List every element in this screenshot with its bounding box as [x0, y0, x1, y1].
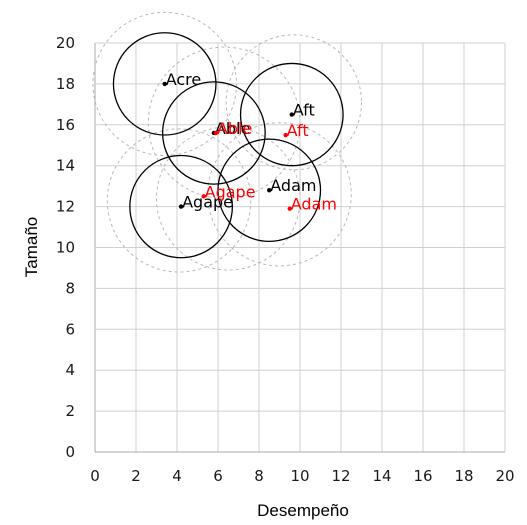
data-point-red — [213, 130, 219, 136]
x-tick-label: 0 — [90, 467, 100, 485]
size-circle — [161, 81, 266, 185]
data-point — [267, 188, 272, 193]
x-tick-label: 4 — [172, 467, 182, 485]
size-circle — [217, 138, 322, 243]
data-point — [178, 204, 184, 209]
x-tick-label: 20 — [495, 467, 514, 485]
y-tick-label: 14 — [56, 157, 75, 175]
size-circle — [239, 62, 344, 167]
dashed-ring — [207, 122, 352, 267]
point-label-red: Aft — [287, 121, 309, 140]
dashed-rings — [92, 11, 363, 273]
y-tick-label: 10 — [56, 239, 75, 257]
point-label: Adam — [270, 176, 316, 195]
x-tick-label: 10 — [290, 467, 309, 485]
data-point-red — [287, 206, 292, 211]
x-tick-label: 16 — [413, 467, 432, 485]
y-tick-label: 0 — [65, 443, 75, 461]
dashed-ring — [225, 34, 363, 171]
y-tick-label: 18 — [56, 75, 75, 93]
point-label: Able — [215, 119, 250, 138]
data-point-red — [201, 194, 206, 199]
y-tick-label: 16 — [56, 116, 75, 134]
y-tick-label: 8 — [65, 279, 75, 297]
data-point — [289, 112, 294, 117]
data-point-red — [283, 132, 288, 138]
point-label-red: Adam — [291, 195, 337, 214]
y-tick-label: 2 — [65, 402, 75, 420]
point-label-red: Agape — [205, 182, 256, 201]
x-tick-label: 6 — [213, 467, 223, 485]
y-tick-label: 20 — [56, 34, 75, 52]
x-tick-label: 2 — [131, 467, 141, 485]
x-tick-label: 14 — [372, 467, 391, 485]
size-circles — [112, 32, 344, 259]
dashed-ring — [106, 128, 252, 273]
x-tick-label: 12 — [331, 467, 350, 485]
dashed-ring — [147, 46, 301, 199]
size-circle — [129, 154, 234, 259]
y-axis-title: Tamaño — [22, 217, 41, 277]
point-label: Acre — [166, 70, 202, 89]
point-label-red: Able — [217, 119, 252, 138]
y-tick-label: 6 — [65, 320, 75, 338]
x-tick-label: 8 — [254, 467, 264, 485]
dashed-ring — [92, 11, 237, 156]
point-label: Agape — [182, 193, 233, 212]
tick-labels: 0 2 4 6 8 10 12 14 16 18 20 0 2 4 6 8 10 12 14 16 18 20 — [56, 34, 515, 485]
data-point — [162, 81, 167, 87]
y-tick-label: 12 — [56, 198, 75, 216]
dashed-ring — [156, 126, 301, 271]
x-axis-title: Desempeño — [257, 501, 349, 520]
y-tick-label: 4 — [65, 361, 75, 379]
size-circle — [112, 32, 217, 136]
point-label: Aft — [293, 101, 315, 120]
x-tick-label: 18 — [454, 467, 473, 485]
